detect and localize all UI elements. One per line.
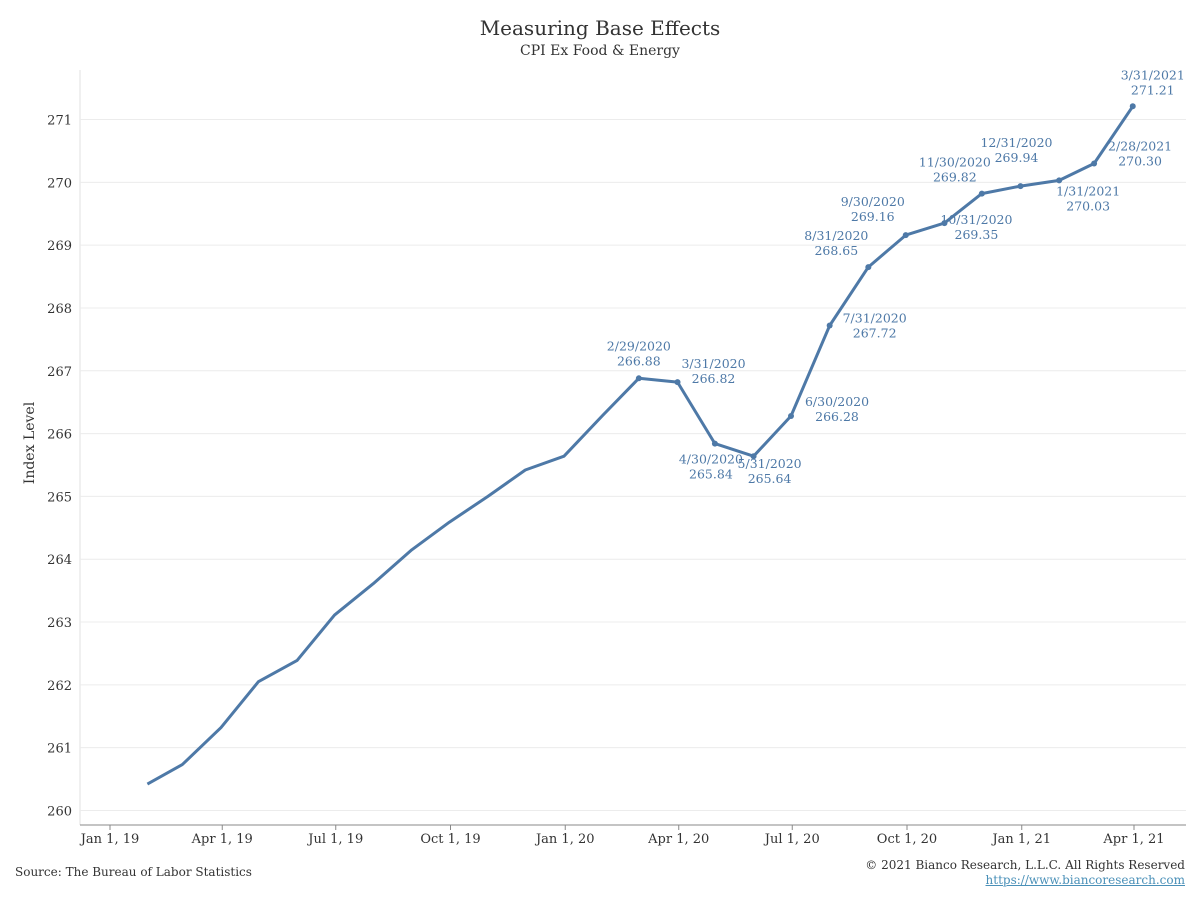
data-label-date: 9/30/2020 [841,194,905,209]
data-label-value: 270.03 [1066,198,1110,213]
y-tick-label: 267 [47,365,72,380]
x-tick-label: Apr 1, 19 [191,832,253,847]
data-label-date: 2/28/2021 [1108,138,1172,153]
x-tick-label: Oct 1, 20 [877,832,937,847]
data-point-marker [674,379,681,386]
grid-layer [79,70,1186,825]
data-label-value: 269.35 [955,227,999,242]
data-point-marker [1091,160,1098,167]
data-label-value: 267.72 [853,326,897,341]
y-tick-label: 271 [47,114,72,129]
data-label-value: 270.30 [1118,153,1162,168]
data-point-marker [788,413,795,420]
data-label-value: 269.82 [933,170,977,185]
data-label-date: 11/30/2020 [919,155,991,170]
data-label-value: 266.82 [692,371,736,386]
data-label-date: 1/31/2021 [1056,183,1120,198]
data-label-date: 3/31/2021 [1121,67,1185,82]
y-axis-label: Index Level [22,401,38,484]
data-label-value: 269.94 [995,150,1039,165]
data-label-date: 12/31/2020 [980,135,1052,150]
x-tick-label: Apr 1, 20 [647,832,709,847]
x-tick-label: Apr 1, 21 [1102,832,1164,847]
cpi-series-line [146,105,1135,786]
x-tick-label: Jul 1, 20 [763,832,820,847]
data-label-date: 6/30/2020 [805,394,869,409]
x-tick-label: Jan 1, 20 [534,832,595,847]
chart-title: Measuring Base Effects [479,16,721,40]
data-label-date: 4/30/2020 [679,452,743,467]
y-tick-label: 269 [47,239,72,254]
data-label-date: 3/31/2020 [681,356,745,371]
y-tick-label: 260 [47,805,72,820]
x-tick-label: Jul 1, 19 [306,832,363,847]
data-label-value: 266.28 [815,409,859,424]
data-point-marker [978,190,985,197]
data-label-value: 268.65 [814,243,858,258]
data-label-date: 2/29/2020 [607,338,671,353]
chart-subtitle: CPI Ex Food & Energy [520,43,680,59]
source-note: Source: The Bureau of Labor Statistics [15,865,252,879]
y-tick-label: 264 [47,553,72,568]
x-tick-label: Oct 1, 19 [420,832,480,847]
x-tick-label: Jan 1, 21 [990,832,1051,847]
data-label-date: 7/31/2020 [843,311,907,326]
data-label-value: 271.21 [1131,82,1175,97]
data-point-marker [1017,183,1024,190]
data-label-value: 265.84 [689,467,733,482]
data-label-date: 10/31/2020 [940,212,1012,227]
x-tick-label: Jan 1, 19 [79,832,140,847]
data-point-marker [711,440,718,447]
data-point-marker [1056,177,1063,184]
data-label-date: 5/31/2020 [738,456,802,471]
data-point-marker [750,453,757,460]
data-point-marker [865,264,872,271]
data-point-marker [941,220,948,227]
y-tick-label: 261 [47,742,72,757]
data-point-marker [635,375,642,382]
data-point-marker [902,232,909,239]
axis-layer: 260 261 262 263 264 265 266 267 268 269 270 271 Jan … [47,114,1186,847]
y-tick-label: 268 [47,302,72,317]
data-point-marker [1129,103,1136,110]
y-tick-label: 270 [47,176,72,191]
data-point-marker [826,322,833,329]
y-tick-label: 262 [47,679,72,694]
series-layer [146,103,1136,786]
copyright-note: © 2021 Bianco Research, L.L.C. All Right… [865,858,1185,872]
data-label-value: 265.64 [748,471,792,486]
website-link[interactable]: https://www.biancoresearch.com [985,873,1185,887]
y-tick-label: 265 [47,490,72,505]
y-tick-label: 266 [47,428,72,443]
data-label-date: 8/31/2020 [804,228,868,243]
data-label-value: 266.88 [617,353,661,368]
y-tick-label: 263 [47,616,72,631]
data-label-value: 269.16 [851,209,895,224]
